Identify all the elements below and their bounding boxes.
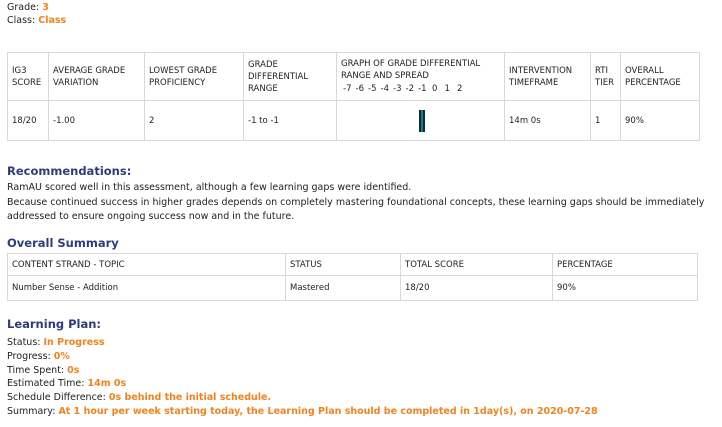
plan-progress: Progress: 0% bbox=[7, 350, 598, 364]
summary-cell-percentage: 90% bbox=[552, 275, 698, 301]
col-header-tier: RTI TIER bbox=[590, 52, 621, 101]
range-spread-bar bbox=[419, 110, 426, 132]
plan-status: Status: In Progress bbox=[7, 336, 598, 350]
axis-tick: -1 bbox=[418, 84, 427, 94]
plan-status-value: In Progress bbox=[43, 337, 105, 348]
recommendations-text: RamAU scored well in this assessment, al… bbox=[7, 181, 707, 225]
recommendation-line-2: Because continued success in higher grad… bbox=[7, 196, 705, 223]
col-header-lowest: LOWEST GRADE PROFICIENCY bbox=[144, 52, 244, 101]
header-info: Grade: 3 Class: Class bbox=[7, 1, 66, 27]
plan-time-spent-label: Time Spent: bbox=[7, 364, 65, 376]
plan-summary-value: At 1 hour per week starting today, the L… bbox=[58, 405, 598, 417]
plan-summary: Summary: At 1 hour per week starting tod… bbox=[7, 405, 598, 419]
plan-progress-label: Progress: bbox=[7, 350, 51, 362]
plan-estimated-time: Estimated Time: 14m 0s bbox=[7, 377, 598, 391]
overall-summary-title: Overall Summary bbox=[7, 236, 119, 250]
summary-col-total: TOTAL SCORE bbox=[400, 253, 553, 276]
learning-plan-details: Status: In Progress Progress: 0% Time Sp… bbox=[7, 336, 598, 419]
overall-summary-table: CONTENT STRAND - TOPIC STATUS TOTAL SCOR… bbox=[7, 253, 698, 301]
table-header-row: IG3 SCORE AVERAGE GRADE VARIATION LOWEST… bbox=[7, 52, 700, 101]
class-label: Class: bbox=[7, 15, 36, 26]
col-header-avg-variation: AVERAGE GRADE VARIATION bbox=[48, 52, 145, 101]
col-header-timeframe: INTERVENTION TIMEFRAME bbox=[504, 52, 591, 101]
plan-schedule-label: Schedule Difference: bbox=[7, 392, 106, 404]
grade-value: 3 bbox=[42, 2, 49, 13]
col-header-score: IG3 SCORE bbox=[7, 52, 49, 101]
class-line: Class: Class bbox=[7, 14, 66, 27]
recommendation-line-1: RamAU scored well in this assessment, al… bbox=[7, 182, 412, 193]
plan-schedule-difference: Schedule Difference: 0s behind the initi… bbox=[7, 391, 598, 405]
summary-col-percentage: PERCENTAGE bbox=[552, 253, 698, 276]
axis-tick: 1 bbox=[444, 84, 450, 94]
col-header-overall: OVERALL PERCENTAGE bbox=[620, 52, 700, 101]
axis-tick: -3 bbox=[393, 84, 402, 94]
cell-score: 18/20 bbox=[7, 100, 49, 141]
cell-graph bbox=[336, 100, 505, 141]
table-row: 18/20 -1.00 2 -1 to -1 14m 0s 1 90% bbox=[7, 100, 700, 141]
plan-estimated-value: 14m 0s bbox=[87, 378, 127, 390]
plan-time-spent-value: 0s bbox=[67, 364, 80, 376]
summary-cell-status: Mastered bbox=[285, 275, 401, 301]
summary-header-row: CONTENT STRAND - TOPIC STATUS TOTAL SCOR… bbox=[7, 253, 698, 276]
graph-axis: -7 -6 -5 -4 -3 -2 -1 0 1 2 bbox=[341, 83, 500, 95]
cell-lowest: 2 bbox=[144, 100, 244, 141]
cell-timeframe: 14m 0s bbox=[504, 100, 591, 141]
learning-plan-title: Learning Plan: bbox=[7, 317, 102, 331]
cell-range: -1 to -1 bbox=[243, 100, 337, 141]
cell-avg-variation: -1.00 bbox=[48, 100, 145, 141]
plan-summary-label: Summary: bbox=[7, 405, 56, 417]
grade-line: Grade: 3 bbox=[7, 1, 66, 14]
plan-time-spent: Time Spent: 0s bbox=[7, 364, 598, 378]
graph-title: GRAPH OF GRADE DIFFERENTIAL RANGE AND SP… bbox=[341, 59, 481, 81]
col-header-graph: GRAPH OF GRADE DIFFERENTIAL RANGE AND SP… bbox=[336, 52, 505, 101]
plan-progress-value: 0% bbox=[53, 350, 70, 362]
axis-tick: 2 bbox=[457, 84, 463, 94]
cell-overall: 90% bbox=[620, 100, 700, 141]
plan-schedule-value: 0s behind the initial schedule. bbox=[108, 392, 272, 404]
plan-estimated-label: Estimated Time: bbox=[7, 378, 85, 390]
axis-tick: -7 bbox=[343, 84, 352, 94]
summary-cell-total: 18/20 bbox=[400, 275, 553, 301]
grade-differential-table: IG3 SCORE AVERAGE GRADE VARIATION LOWEST… bbox=[7, 52, 700, 141]
grade-label: Grade: bbox=[7, 2, 40, 13]
col-header-range: GRADE DIFFERENTIAL RANGE bbox=[243, 52, 337, 101]
summary-cell-topic: Number Sense - Addition bbox=[7, 275, 286, 301]
table-row: Number Sense - Addition Mastered 18/20 9… bbox=[7, 275, 698, 301]
class-value: Class bbox=[38, 15, 67, 26]
plan-status-label: Status: bbox=[7, 337, 41, 348]
axis-tick: -2 bbox=[405, 84, 414, 94]
summary-col-status: STATUS bbox=[285, 253, 401, 276]
summary-col-topic: CONTENT STRAND - TOPIC bbox=[7, 253, 286, 276]
cell-tier: 1 bbox=[590, 100, 621, 141]
axis-tick: 0 bbox=[432, 84, 438, 94]
recommendations-title: Recommendations: bbox=[7, 164, 132, 178]
axis-tick: -5 bbox=[368, 84, 377, 94]
axis-tick: -4 bbox=[380, 84, 389, 94]
axis-tick: -6 bbox=[355, 84, 364, 94]
